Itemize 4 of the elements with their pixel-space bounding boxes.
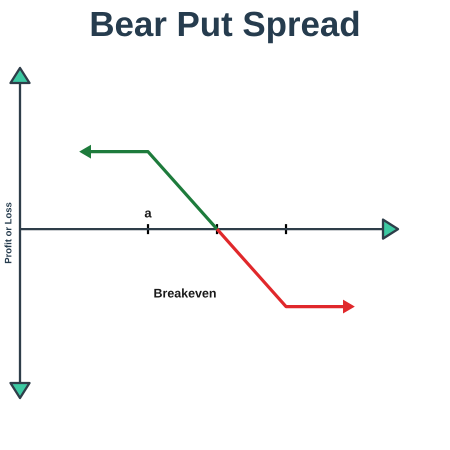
annotation: a: [144, 210, 152, 218]
y-axis-title: Profit or Loss: [4, 202, 12, 264]
chart-title: Bear Put Spread: [92, 10, 358, 44]
annotation: Breakeven: [154, 288, 216, 298]
